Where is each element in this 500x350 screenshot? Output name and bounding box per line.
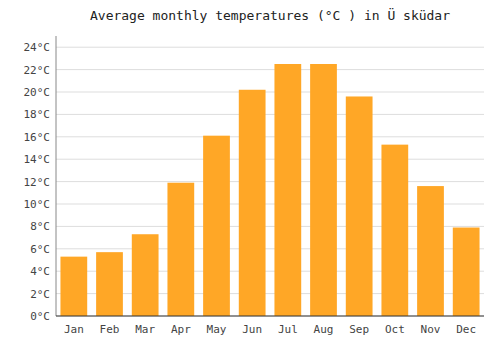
bar <box>167 183 194 316</box>
bar <box>381 145 408 316</box>
y-tick-label: 22°C <box>24 64 51 77</box>
bar <box>453 228 480 316</box>
grid-line <box>56 316 484 317</box>
grid-line <box>56 47 484 48</box>
grid-line <box>56 181 484 182</box>
bar <box>60 257 87 316</box>
y-tick-label: 0°C <box>30 310 50 323</box>
y-tick-label: 20°C <box>24 86 51 99</box>
y-tick-label: 8°C <box>30 220 50 233</box>
x-tick-label: Jun <box>242 323 262 336</box>
x-tick-label: Jul <box>278 323 298 336</box>
title: Average monthly temperatures (°C ) in Ü … <box>90 7 450 23</box>
grid-line <box>56 92 484 93</box>
x-tick-label: Oct <box>385 323 405 336</box>
grid-line <box>56 136 484 137</box>
y-tick-label: 6°C <box>30 243 50 256</box>
bar <box>239 90 266 316</box>
y-tick-label: 16°C <box>24 131 51 144</box>
x-tick-label: Aug <box>314 323 334 336</box>
bar <box>132 234 159 316</box>
y-axis: 0°C 2°C 4°C 6°C 8°C 10°C 12°C 14°C 16°C 18°C 20°C 2… <box>24 41 485 323</box>
chart: Average monthly temperatures (°C ) in Ü … <box>0 0 500 350</box>
x-tick-label: Apr <box>171 323 191 336</box>
bar <box>96 252 123 316</box>
chart-container: Average monthly temperatures (°C ) in Ü … <box>0 0 500 350</box>
bar <box>203 136 230 316</box>
y-tick-label: 12°C <box>24 176 51 189</box>
bars <box>60 64 479 316</box>
y-tick-label: 18°C <box>24 108 51 121</box>
bar <box>417 186 444 316</box>
y-tick-label: 4°C <box>30 265 50 278</box>
grid-line <box>56 114 484 115</box>
grid-line <box>56 69 484 70</box>
x-tick-label: Feb <box>100 323 120 336</box>
x-axis-line <box>56 316 484 317</box>
y-axis-line <box>56 36 57 316</box>
x-tick-label: May <box>207 323 227 336</box>
x-tick-label: Mar <box>135 323 155 336</box>
x-tick-label: Sep <box>349 323 369 336</box>
bar <box>346 96 373 316</box>
x-axis: Jan Feb Mar Apr May Jun Jul Aug Sep Oct Nov Dec <box>56 316 484 336</box>
y-tick-label: 2°C <box>30 288 50 301</box>
x-tick-label: Jan <box>64 323 84 336</box>
bar <box>274 64 301 316</box>
y-tick-label: 24°C <box>24 41 51 54</box>
bar <box>310 64 337 316</box>
grid-line <box>56 159 484 160</box>
x-tick-label: Dec <box>456 323 476 336</box>
x-tick-label: Nov <box>421 323 441 336</box>
y-tick-label: 10°C <box>24 198 51 211</box>
y-tick-label: 14°C <box>24 153 51 166</box>
